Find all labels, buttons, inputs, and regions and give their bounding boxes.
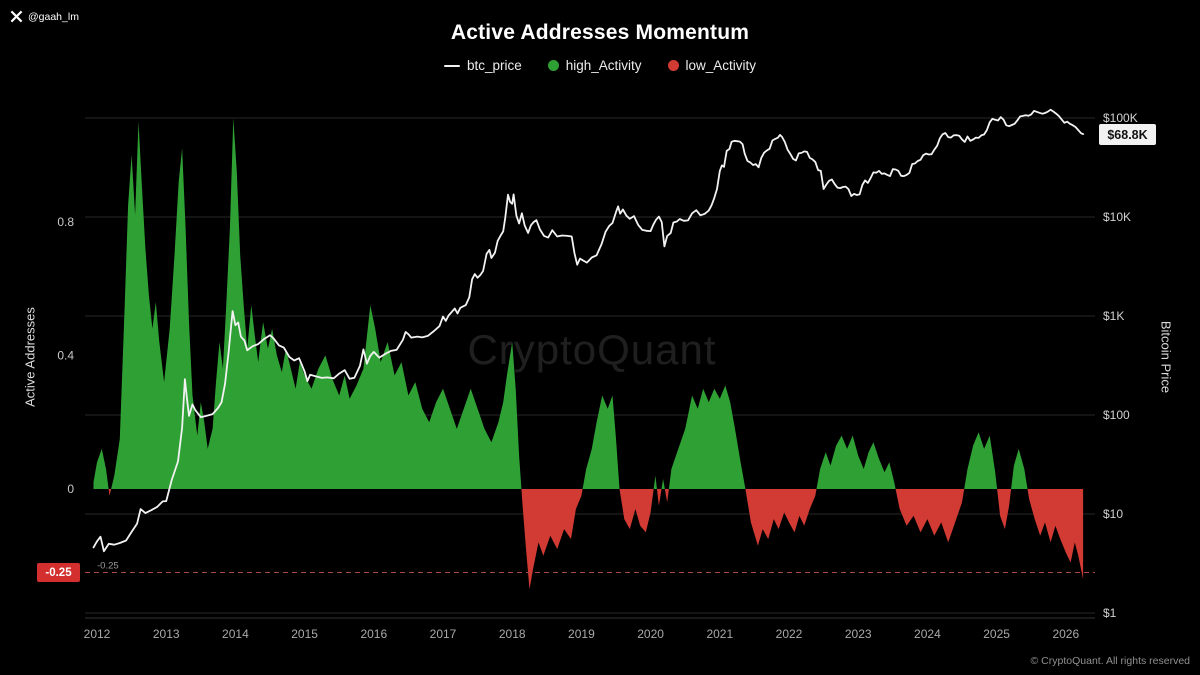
- legend-item-btc-price[interactable]: btc_price: [443, 58, 522, 73]
- x-axis-tick: 2014: [222, 627, 249, 641]
- legend-label-high-activity: high_Activity: [565, 58, 642, 73]
- right-axis-title: Bitcoin Price: [1158, 320, 1174, 394]
- page-title: Active Addresses Momentum: [450, 21, 750, 44]
- copyright-footer: © CryptoQuant. All rights reserved: [1030, 655, 1190, 667]
- x-axis-tick: 2015: [291, 627, 318, 641]
- right-axis-tick: $10: [1103, 507, 1123, 521]
- x-axis-tick: 2022: [776, 627, 803, 641]
- btc-price-line: [92, 108, 1084, 553]
- legend-label-low-activity: low_Activity: [685, 58, 757, 73]
- x-axis-tick: 2021: [706, 627, 733, 641]
- left-axis-title: Active Addresses: [22, 307, 38, 407]
- left-axis-tick: 0: [67, 482, 74, 496]
- handle-text: @gaah_lm: [28, 10, 79, 23]
- x-axis-tick: 2025: [983, 627, 1010, 641]
- legend-item-low-activity[interactable]: low_Activity: [667, 58, 757, 73]
- legend-label-btc-price: btc_price: [466, 58, 522, 73]
- left-axis-tick: 0.4: [57, 348, 74, 362]
- threshold-line-label: -0.25: [97, 561, 119, 572]
- x-axis-tick: 2026: [1052, 627, 1079, 641]
- x-axis-tick: 2016: [360, 627, 387, 641]
- left-axis-tick: 0.8: [57, 215, 74, 229]
- threshold-value-badge: -0.25: [37, 563, 80, 582]
- right-axis-tick: $1K: [1103, 309, 1124, 323]
- x-logo-icon: [10, 10, 23, 23]
- x-axis-tick: 2013: [153, 627, 180, 641]
- x-axis-tick: 2018: [499, 627, 526, 641]
- btc-price-legend-marker: [443, 64, 460, 67]
- author-handle: @gaah_lm: [10, 10, 79, 23]
- high-activity-legend-marker: [547, 60, 559, 71]
- last-price-badge: $68.8K: [1099, 124, 1156, 145]
- legend-item-high-activity[interactable]: high_Activity: [547, 58, 642, 73]
- legend: btc_price high_Activity low_Activity: [0, 58, 1200, 73]
- right-axis-tick: $100: [1103, 408, 1130, 422]
- right-axis-tick: $100K: [1103, 111, 1138, 125]
- x-axis-tick: 2024: [914, 627, 941, 641]
- x-axis-tick: 2019: [568, 627, 595, 641]
- x-axis-tick: 2017: [430, 627, 457, 641]
- right-axis-tick: $10K: [1103, 210, 1131, 224]
- x-axis-tick: 2023: [845, 627, 872, 641]
- low-activity-legend-marker: [667, 60, 679, 71]
- x-axis-tick: 2020: [637, 627, 664, 641]
- right-axis-tick: $1: [1103, 606, 1117, 620]
- x-axis-tick: 2012: [84, 627, 111, 641]
- high-activity-area: [93, 118, 1084, 489]
